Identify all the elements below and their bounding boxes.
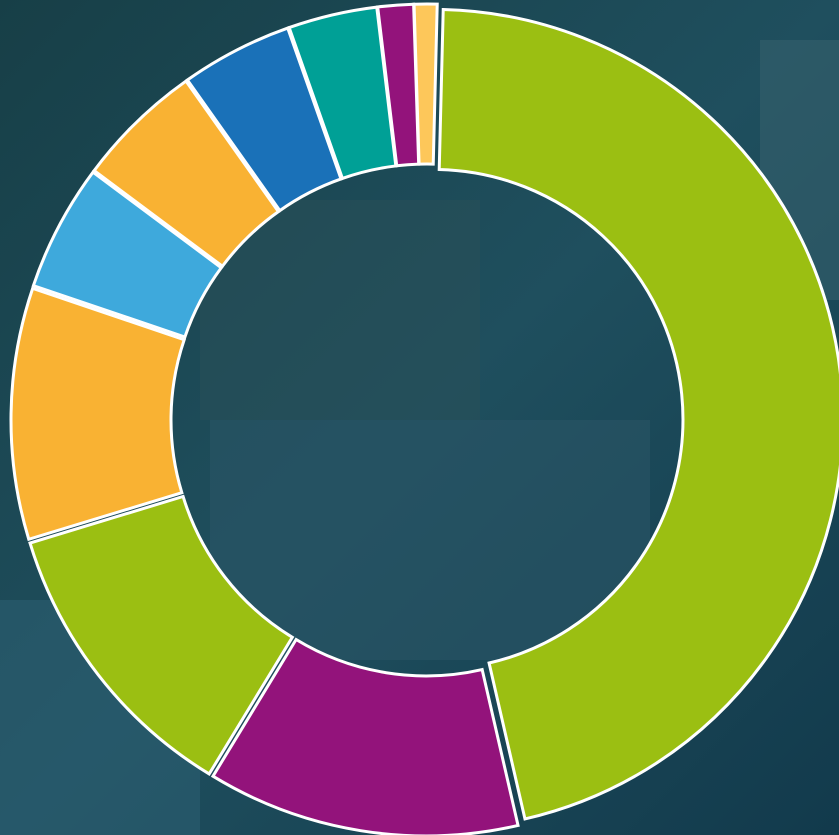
page: (() => { const data = JSON.parse(documen… [0, 0, 839, 835]
slice [414, 4, 437, 164]
chart [0, 0, 839, 835]
